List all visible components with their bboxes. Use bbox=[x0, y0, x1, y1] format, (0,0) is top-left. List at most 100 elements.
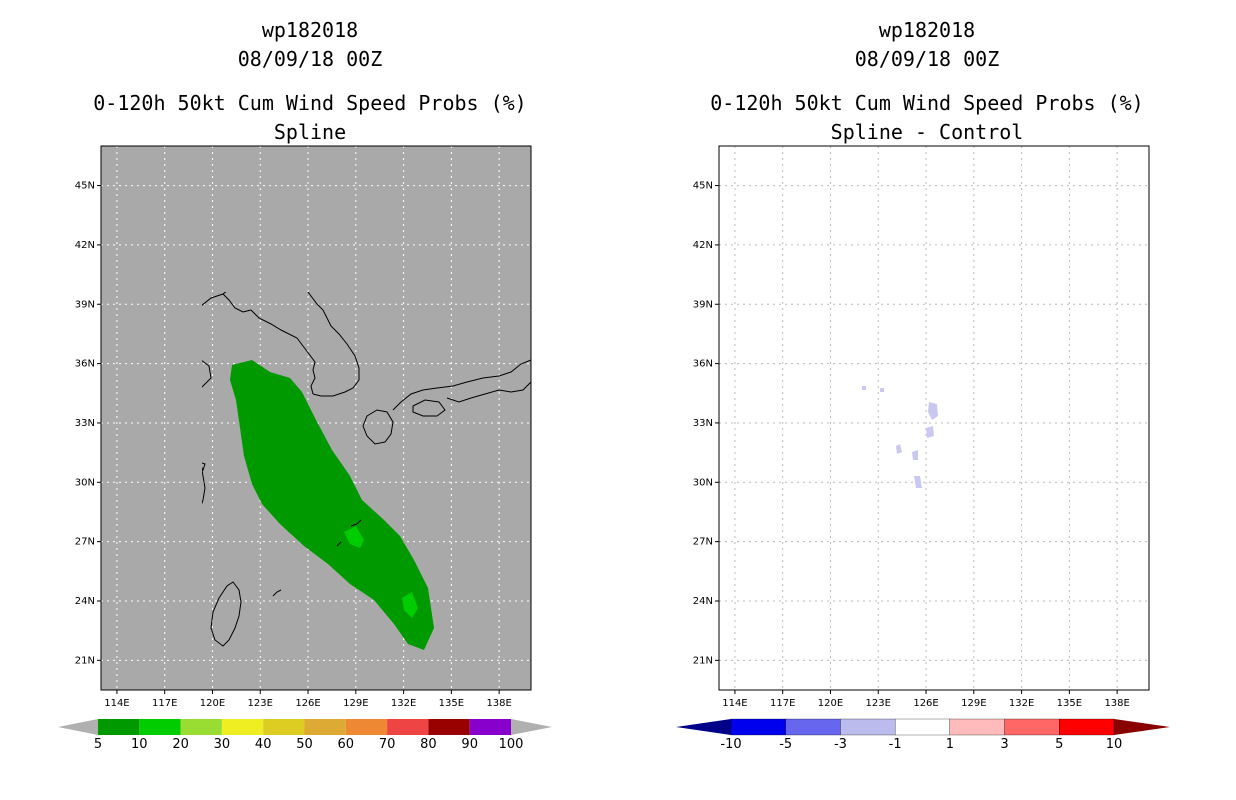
right-map-frame bbox=[718, 145, 1150, 691]
left-map-frame bbox=[100, 145, 532, 691]
lat-tick-label: 42N bbox=[693, 240, 713, 251]
colorbar-swatch bbox=[1059, 718, 1115, 736]
lat-tick-label: 39N bbox=[75, 299, 95, 310]
right-storm-id: wp182018 bbox=[878, 18, 976, 42]
left-datetime: 08/09/18 00Z bbox=[237, 47, 383, 71]
lon-tick-label: 138E bbox=[1104, 698, 1129, 709]
colorbar-label: 10 bbox=[131, 737, 148, 752]
right-product-title: 0-120h 50kt Cum Wind Speed Probs (%) bbox=[710, 91, 1144, 115]
lat-tick-label: 30N bbox=[75, 477, 95, 488]
lon-tick-label: 138E bbox=[486, 698, 511, 709]
lon-tick-label: 123E bbox=[866, 698, 891, 709]
lat-tick-label: 36N bbox=[75, 359, 95, 370]
lat-tick-label: 27N bbox=[693, 537, 713, 548]
colorbar-low-end bbox=[676, 719, 731, 735]
colorbar-label: -3 bbox=[834, 737, 847, 752]
colorbar-label: 3 bbox=[1000, 737, 1008, 752]
lat-tick-label: 33N bbox=[693, 418, 713, 429]
left-probability-swath bbox=[230, 360, 434, 650]
colorbar-label: -10 bbox=[720, 737, 741, 752]
colorbar-label: 5 bbox=[94, 737, 102, 752]
colorbar-low-end bbox=[58, 719, 98, 735]
diff-patch bbox=[914, 476, 922, 488]
lon-tick-label: 120E bbox=[818, 698, 843, 709]
left-map-background bbox=[101, 146, 531, 690]
lon-tick-label: 126E bbox=[295, 698, 320, 709]
right-method-title: Spline - Control bbox=[830, 120, 1024, 144]
colorbar-swatch bbox=[345, 719, 388, 735]
colorbar-high-end bbox=[1114, 719, 1170, 735]
colorbar-label: 30 bbox=[214, 737, 231, 752]
colorbar-high-end bbox=[511, 719, 552, 735]
lat-tick-label: 39N bbox=[693, 299, 713, 310]
lat-tick-label: 45N bbox=[75, 181, 95, 192]
colorbar-swatch bbox=[263, 719, 305, 735]
colorbar-swatch bbox=[840, 718, 896, 736]
lon-tick-label: 129E bbox=[961, 698, 986, 709]
lat-tick-label: 24N bbox=[75, 596, 95, 607]
lon-tick-label: 135E bbox=[1057, 698, 1082, 709]
left-axis-ticks: 114E 117E 120E 123E 126E 129E 132E 135E 138E 45N 4… bbox=[75, 181, 512, 709]
lon-tick-label: 126E bbox=[913, 698, 938, 709]
lat-tick-label: 27N bbox=[75, 537, 95, 548]
colorbar-label: 5 bbox=[1055, 737, 1063, 752]
right-difference-field bbox=[862, 386, 938, 488]
diff-patch bbox=[912, 450, 918, 460]
right-datetime: 08/09/18 00Z bbox=[854, 47, 1000, 71]
right-axis-ticks: 114E 117E 120E 123E 126E 129E 132E 135E 138E 45N 4… bbox=[693, 181, 1130, 709]
diff-patch bbox=[880, 388, 884, 392]
colorbar-swatch bbox=[469, 719, 511, 735]
lat-tick-label: 24N bbox=[693, 596, 713, 607]
colorbar-label: 70 bbox=[379, 737, 396, 752]
right-colorbar: -10 -5 -3 -1 1 3 5 10 bbox=[676, 718, 1170, 752]
colorbar-swatch bbox=[428, 719, 470, 735]
colorbar-swatch bbox=[180, 719, 222, 735]
lon-tick-label: 132E bbox=[391, 698, 416, 709]
right-graticule bbox=[719, 146, 1149, 690]
lat-tick-label: 36N bbox=[693, 359, 713, 370]
colorbar-swatch bbox=[304, 719, 346, 735]
lon-tick-label: 114E bbox=[722, 698, 747, 709]
colorbar-label: 1 bbox=[946, 737, 954, 752]
lat-tick-label: 33N bbox=[75, 418, 95, 429]
colorbar-swatch bbox=[98, 719, 140, 735]
lon-tick-label: 114E bbox=[104, 698, 129, 709]
colorbar-swatch bbox=[730, 718, 786, 736]
lon-tick-label: 117E bbox=[770, 698, 795, 709]
diff-patch bbox=[926, 426, 934, 438]
colorbar-label: 100 bbox=[499, 737, 524, 752]
colorbar-label: 90 bbox=[461, 737, 478, 752]
lon-tick-label: 117E bbox=[152, 698, 177, 709]
prob-band-10-20 bbox=[402, 592, 418, 618]
left-storm-id: wp182018 bbox=[261, 18, 359, 42]
prob-band-5-10 bbox=[230, 360, 434, 650]
lon-tick-label: 129E bbox=[343, 698, 368, 709]
left-method-title: Spline bbox=[273, 120, 347, 144]
lat-tick-label: 42N bbox=[75, 240, 95, 251]
prob-band-10-20 bbox=[344, 526, 364, 548]
colorbar-label: 20 bbox=[172, 737, 189, 752]
colorbar-label: 40 bbox=[255, 737, 272, 752]
lat-tick-label: 30N bbox=[693, 477, 713, 488]
colorbar-swatch bbox=[221, 719, 264, 735]
lon-tick-label: 120E bbox=[200, 698, 225, 709]
colorbar-label: 60 bbox=[338, 737, 355, 752]
colorbar-label: 80 bbox=[420, 737, 437, 752]
left-product-title: 0-120h 50kt Cum Wind Speed Probs (%) bbox=[93, 91, 527, 115]
colorbar-swatch bbox=[949, 718, 1005, 736]
lat-tick-label: 45N bbox=[693, 181, 713, 192]
colorbar-label: 50 bbox=[296, 737, 313, 752]
lat-tick-label: 21N bbox=[75, 655, 95, 666]
colorbar-swatch bbox=[1004, 718, 1060, 736]
lon-tick-label: 123E bbox=[248, 698, 273, 709]
colorbar-swatch bbox=[894, 718, 951, 736]
colorbar-label: -5 bbox=[779, 737, 792, 752]
left-colorbar: 5 10 20 30 40 50 60 70 80 90 100 bbox=[58, 719, 552, 752]
lon-tick-label: 135E bbox=[439, 698, 464, 709]
lat-tick-label: 21N bbox=[693, 655, 713, 666]
colorbar-label: 10 bbox=[1106, 737, 1123, 752]
diff-patch bbox=[862, 386, 866, 390]
colorbar-label: -1 bbox=[889, 737, 902, 752]
colorbar-swatch bbox=[387, 719, 429, 735]
